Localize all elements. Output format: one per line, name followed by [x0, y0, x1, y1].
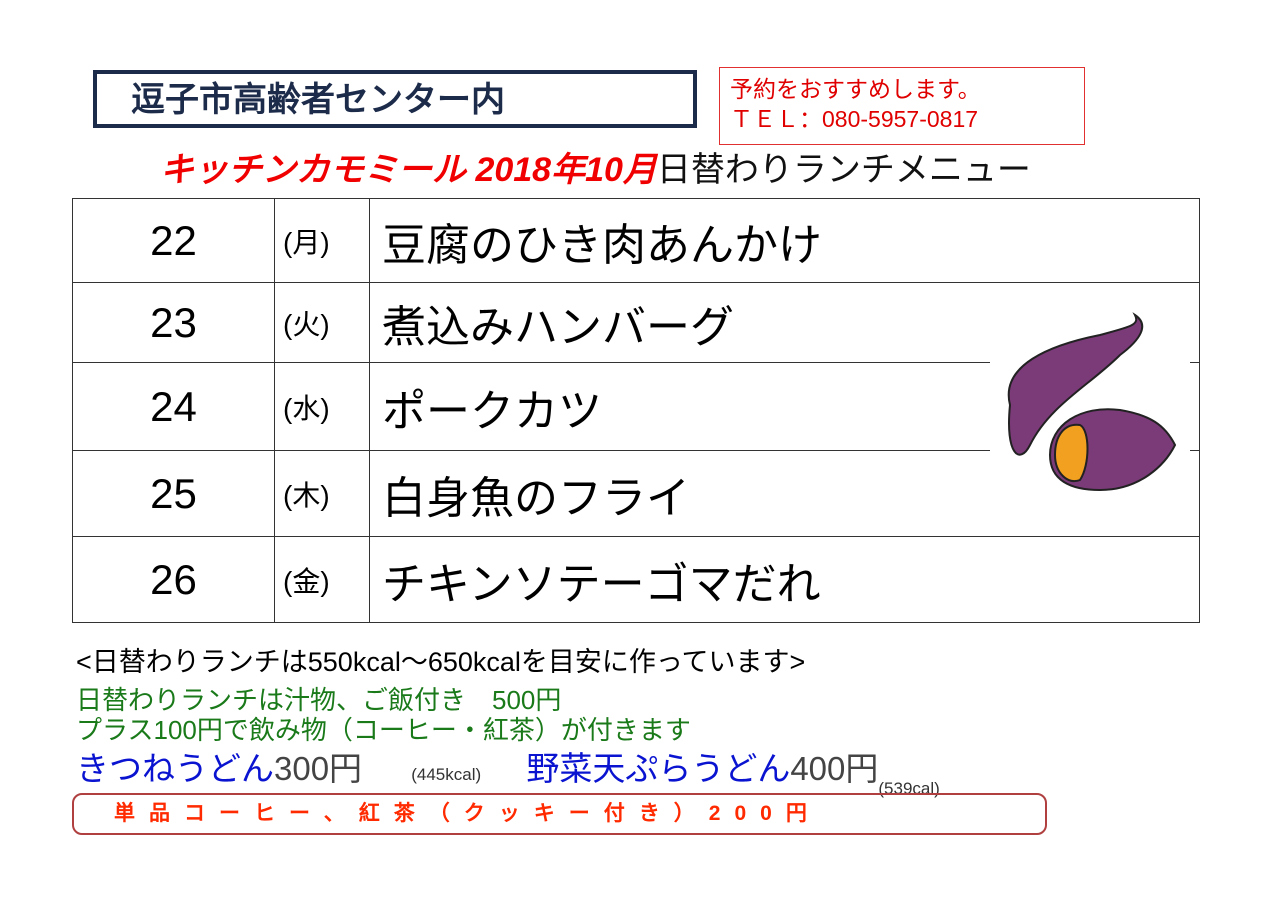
table-row: 22 (月) 豆腐のひき肉あんかけ — [72, 198, 1200, 283]
day: 23 — [72, 282, 275, 363]
kitsune-kcal: (445kcal) — [411, 765, 482, 784]
dish: チキンソテーゴマだれ — [369, 536, 1200, 623]
weekday: (火) — [274, 282, 370, 363]
kitsune-name: きつねうどん — [76, 750, 274, 787]
weekday: (水) — [274, 362, 370, 451]
kitsune-price: 300円 — [274, 750, 363, 787]
venue-banner: 逗子市高齢者センター内 — [93, 70, 697, 128]
calorie-note: <日替わりランチは550kcal～650kcalを目安に作っています> — [76, 647, 806, 677]
tempura-name: 野菜天ぷらうどん — [526, 750, 791, 787]
table-row: 24 (水) ポークカツ — [72, 362, 1200, 451]
dish: 豆腐のひき肉あんかけ — [369, 198, 1200, 283]
weekday: (木) — [274, 450, 370, 537]
title-shop: キッチンカモミール 2018年10月 — [160, 151, 657, 189]
phone-number: ＴＥＬ：080-5957-0817 — [730, 106, 979, 132]
weekday: (金) — [274, 536, 370, 623]
reservation-note: 予約をおすすめします。 — [730, 76, 981, 102]
day: 22 — [72, 198, 275, 283]
weekday: (月) — [274, 198, 370, 283]
day: 24 — [72, 362, 275, 451]
day: 25 — [72, 450, 275, 537]
lunch-price: 日替わりランチは汁物、ご飯付き 500円 — [76, 685, 562, 715]
drink-addon: プラス100円で飲み物（コーヒー・紅茶）が付きます — [76, 715, 691, 745]
udon-prices: きつねうどん300円 (445kcal) 野菜天ぷらうどん400円(539cal… — [76, 742, 940, 798]
sweet-potato-illustration — [990, 305, 1190, 505]
single-drink-banner: 単品コーヒー、紅茶（クッキー付き）200円 — [72, 793, 1047, 835]
page-title: キッチンカモミール 2018年10月日替わりランチメニュー — [160, 148, 1031, 192]
table-row: 26 (金) チキンソテーゴマだれ — [72, 536, 1200, 623]
day: 26 — [72, 536, 275, 623]
reservation-box: 予約をおすすめします。 ＴＥＬ：080-5957-0817 — [719, 67, 1085, 145]
tempura-price: 400円 — [790, 750, 879, 787]
title-menu: 日替わりランチメニュー — [656, 151, 1031, 189]
